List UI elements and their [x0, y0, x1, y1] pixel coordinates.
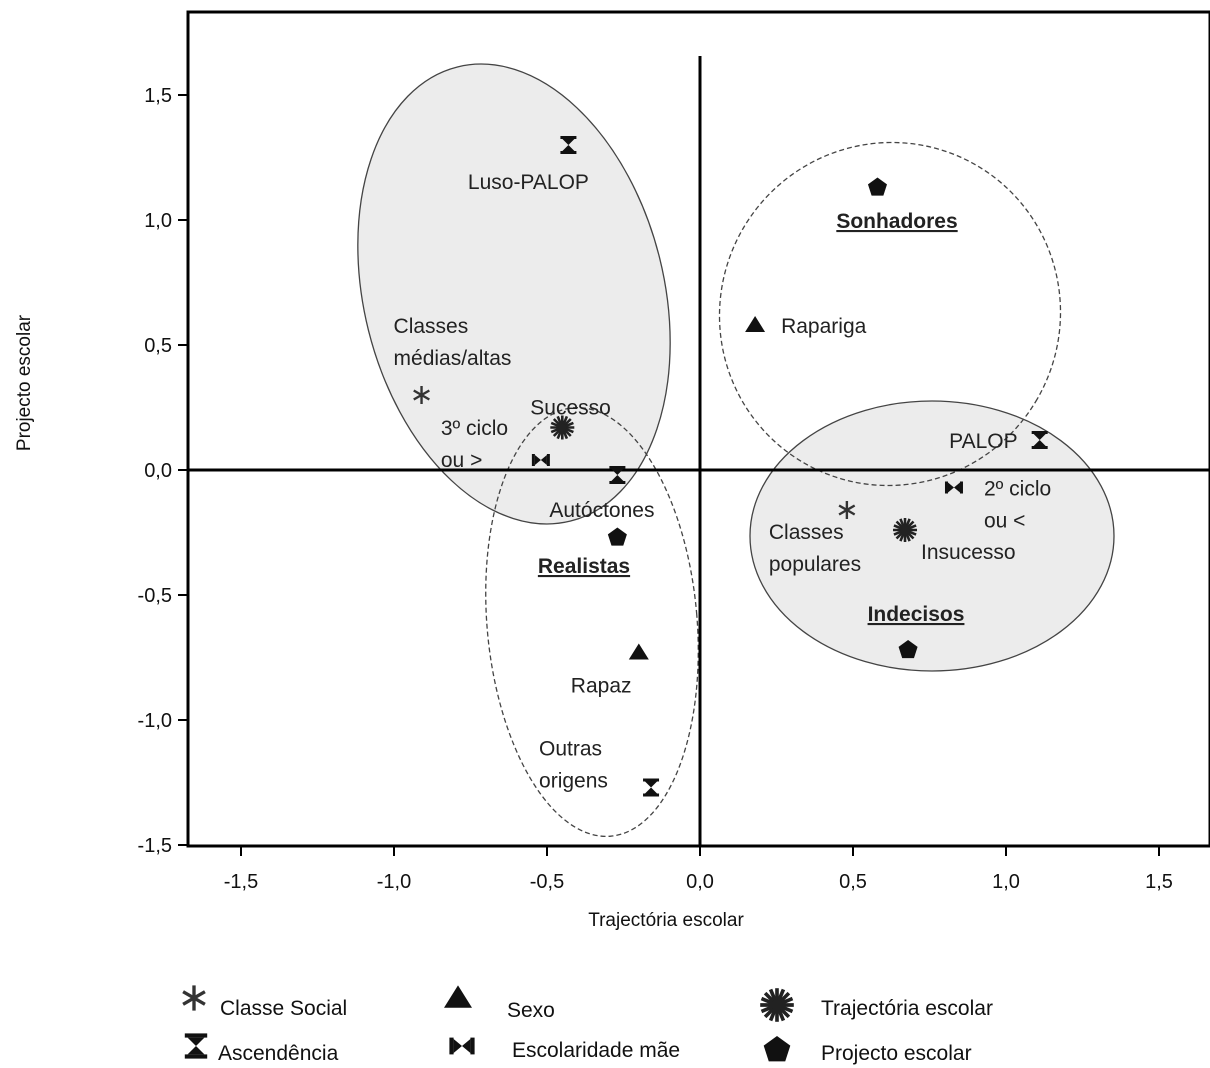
point-marker-asterisk [413, 386, 430, 404]
legend: Classe Social Sexo Trajectória escolar Asce… [182, 985, 993, 1065]
x-tick-label: 1,5 [1145, 871, 1173, 893]
x-tick-label: 0,5 [839, 871, 867, 893]
point-label: Classes [769, 521, 844, 544]
legend-label: Trajectória escolar [821, 997, 993, 1020]
point-marker-pentagon [607, 527, 627, 546]
legend-marker-asterisk [182, 985, 206, 1011]
group-label: Indecisos [868, 603, 965, 626]
point-marker-triangle [745, 316, 766, 332]
point-label: Luso-PALOP [468, 171, 589, 194]
point-label: ou < [984, 510, 1025, 533]
point-marker-burst [550, 415, 575, 440]
y-tick-label: 0,5 [144, 335, 172, 357]
group-label: Realistas [538, 555, 630, 578]
point-label: Insucesso [921, 541, 1016, 564]
point-label: médias/altas [394, 347, 512, 370]
y-tick-label: 1,0 [144, 210, 172, 232]
point-label: Autóctones [549, 499, 654, 522]
point-marker-bowtie [944, 481, 963, 494]
point-label: Outras [539, 738, 602, 761]
point-label: Rapariga [781, 315, 867, 338]
x-tick-label: -1,5 [224, 871, 258, 893]
ellipse-realistas [485, 406, 699, 838]
y-tick-label: -1,5 [138, 835, 172, 857]
point-label: 3º ciclo [441, 417, 508, 440]
point-label: Rapaz [571, 675, 632, 698]
x-tick-label: 1,0 [992, 871, 1020, 893]
ellipse-sonhadores [718, 141, 1062, 487]
x-axis-label: Trajectória escolar [588, 910, 744, 931]
point-marker-triangle [628, 643, 649, 660]
legend-marker-burst [760, 988, 794, 1022]
y-tick-label: -0,5 [138, 585, 172, 607]
point-marker-asterisk [838, 501, 856, 519]
legend-marker-pentagon [763, 1036, 791, 1062]
point-label: PALOP [949, 430, 1017, 453]
legend-marker-triangle [444, 985, 472, 1008]
legend-label: Projecto escolar [821, 1042, 972, 1065]
y-axis-ticks: 1,5 1,0 0,5 0,0 -0,5 -1,0 -1,5 [138, 85, 188, 857]
point-label: Sucesso [530, 397, 611, 420]
y-axis-label: Projecto escolar [14, 314, 35, 451]
legend-label: Sexo [507, 999, 555, 1022]
legend-marker-bowtie [449, 1037, 475, 1055]
point-marker-hourglass [643, 778, 660, 797]
point-marker-hourglass [560, 136, 577, 154]
point-marker-pentagon [898, 640, 918, 659]
point-label: populares [769, 553, 861, 576]
point-marker-bowtie [531, 454, 550, 466]
point-marker-burst [893, 518, 918, 542]
point-marker-hourglass [1031, 431, 1048, 449]
point-label: 2º ciclo [984, 478, 1051, 501]
point-marker-hourglass [609, 466, 626, 484]
group-labels: Sonhadores Realistas Indecisos [538, 210, 965, 626]
x-tick-label: -0,5 [530, 871, 564, 893]
x-tick-label: 0,0 [686, 871, 714, 893]
x-tick-label: -1,0 [377, 871, 411, 893]
ellipse-classes-medias-altas [357, 63, 671, 525]
point-label: Classes [394, 315, 469, 338]
y-tick-label: -1,0 [138, 710, 172, 732]
point-label: origens [539, 770, 608, 793]
x-axis-ticks: -1,5 -1,0 -0,5 0,0 0,5 1,0 1,5 [224, 846, 1173, 893]
legend-marker-hourglass [184, 1033, 208, 1059]
group-label: Sonhadores [836, 210, 957, 233]
y-tick-label: 0,0 [144, 460, 172, 482]
point-label: ou > [441, 449, 482, 472]
legend-label: Escolaridade mãe [512, 1039, 680, 1062]
legend-label: Classe Social [220, 997, 347, 1020]
legend-label: Ascendência [218, 1042, 339, 1065]
y-tick-label: 1,5 [144, 85, 172, 107]
data-points: Luso-PALOP Classes médias/altas Sucesso 3º c… [394, 136, 1051, 797]
point-marker-pentagon [867, 177, 887, 196]
